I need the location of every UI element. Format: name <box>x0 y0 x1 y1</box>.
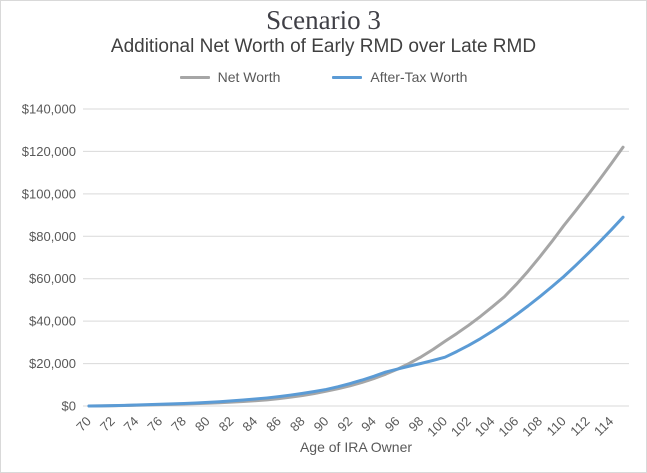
x-tick-label: 112 <box>567 414 592 439</box>
x-tick-label: 108 <box>519 414 545 440</box>
x-tick-label: 74 <box>121 414 142 435</box>
x-tick-label: 104 <box>472 414 498 440</box>
x-tick-label: 92 <box>334 414 355 435</box>
y-tick-label: $100,000 <box>22 186 76 201</box>
x-tick-label: 80 <box>192 414 213 435</box>
legend-item-net-worth: Net Worth <box>179 69 281 85</box>
y-tick-label: $0 <box>62 399 76 414</box>
x-tick-label: 84 <box>239 414 260 435</box>
x-tick-label: 72 <box>97 414 118 435</box>
x-tick-label: 102 <box>448 414 474 440</box>
x-tick-label: 82 <box>216 414 237 435</box>
y-tick-label: $40,000 <box>29 314 76 329</box>
y-tick-label: $140,000 <box>22 102 76 117</box>
legend: Net Worth After-Tax Worth <box>1 65 646 89</box>
net-worth-line-swatch <box>179 75 210 79</box>
x-tick-label: 90 <box>311 414 332 435</box>
line-after-tax-worth <box>87 215 625 408</box>
series-lines <box>87 145 625 408</box>
x-tick-label: 98 <box>406 414 427 435</box>
y-tick-label: $60,000 <box>29 271 76 286</box>
legend-item-after-tax-worth: After-Tax Worth <box>332 70 467 84</box>
legend-label-after-tax-worth: After-Tax Worth <box>370 69 468 85</box>
x-tick-label: 78 <box>168 414 189 435</box>
x-tick-label: 88 <box>287 414 308 435</box>
x-axis-title: Age of IRA Owner <box>299 439 413 455</box>
x-tick-label: 100 <box>424 414 450 440</box>
legend-label-net-worth: Net Worth <box>217 69 281 85</box>
after-tax-worth-line-swatch <box>332 75 363 79</box>
x-tick-label: 76 <box>144 414 165 435</box>
chart-title: Scenario 3 <box>266 5 381 35</box>
x-tick-label: 94 <box>358 414 379 435</box>
gridlines <box>83 108 629 407</box>
x-tick-label: 114 <box>591 414 616 439</box>
line-net-worth <box>87 145 625 408</box>
x-tick-label: 106 <box>495 414 521 440</box>
x-tick-label: 70 <box>73 414 94 435</box>
x-tick-label: 110 <box>544 414 569 439</box>
y-tick-label: $120,000 <box>22 144 76 159</box>
x-tick-label: 86 <box>263 414 284 435</box>
y-axis-labels: $0 $20,000 $40,000 $60,000 $80,000 $100,000 $1… <box>22 102 76 414</box>
chart-subtitle: Additional Net Worth of Early RMD over L… <box>110 36 537 57</box>
y-tick-label: $20,000 <box>29 356 76 371</box>
x-axis-labels: 70 72 74 76 78 80 82 84 86 88 90 92 94 96 981001021041… <box>73 414 616 440</box>
x-tick-label: 96 <box>382 414 403 435</box>
y-tick-label: $80,000 <box>29 229 76 244</box>
